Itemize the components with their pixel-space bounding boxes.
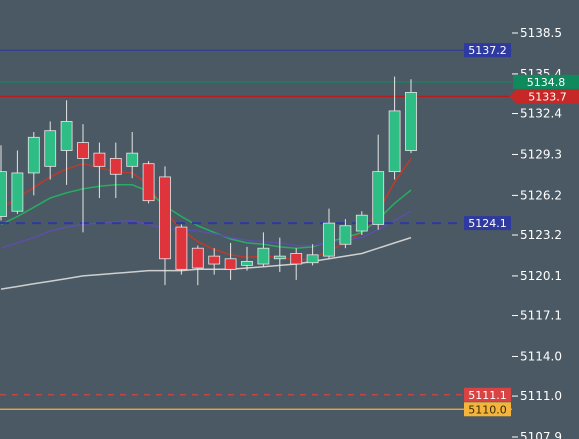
badge-background [464, 43, 511, 58]
candle-body-up [372, 171, 385, 225]
candle-25 [388, 76, 401, 180]
candle-body-up [323, 222, 335, 257]
price-lines [0, 49, 512, 410]
candle-21 [323, 208, 335, 259]
candle-2 [11, 150, 24, 214]
y-tick-label: 5123.2 [520, 228, 562, 242]
price-badge-5137.2: 5137.2 [464, 43, 511, 58]
candle-13 [191, 245, 204, 286]
candle-20 [306, 244, 319, 266]
candle-7 [93, 142, 106, 199]
candle-body-down [142, 163, 155, 202]
badge-label: 5111.1 [468, 389, 507, 402]
candle-body-up [339, 225, 352, 245]
candle-5 [60, 100, 73, 185]
badge-label: 5133.7 [528, 90, 567, 103]
candles [0, 76, 417, 286]
price-axis: 5138.55135.45132.45129.35126.25123.25120… [512, 26, 562, 439]
candle-17 [257, 232, 270, 267]
candle-body-up [44, 130, 57, 167]
candle-11 [159, 166, 171, 286]
y-tick-label: 5114.0 [520, 349, 562, 363]
y-tick-label: 5117.1 [520, 309, 562, 323]
badge-label: 5110.0 [468, 403, 507, 416]
candle-10 [142, 161, 155, 204]
badge-label: 5137.2 [468, 44, 507, 57]
badge-label: 5124.1 [468, 217, 507, 230]
candle-24 [372, 134, 385, 230]
candle-body-down [208, 255, 221, 265]
badge-pointer [509, 89, 516, 104]
price-badge-5111.1: 5111.1 [464, 387, 511, 402]
candle-body-up [60, 121, 73, 151]
candle-body-down [77, 142, 89, 159]
candle-body-down [93, 152, 106, 167]
badge-background [464, 387, 511, 402]
candle-body-up [355, 214, 368, 232]
candle-3 [27, 132, 40, 196]
y-tick-label: 5107.9 [520, 430, 562, 439]
y-tick-label: 5129.3 [520, 147, 562, 161]
price-badge-5124.1: 5124.1 [464, 216, 511, 231]
candle-22 [339, 219, 352, 249]
candle-body-up [27, 136, 40, 174]
candle-body-down [159, 176, 171, 260]
candle-15 [224, 242, 237, 280]
candle-12 [175, 224, 188, 275]
price-badge-5134.8: 5134.8 [513, 74, 579, 89]
candle-26 [405, 79, 417, 154]
candle-19 [290, 248, 303, 280]
candle-9 [126, 132, 139, 179]
candle-4 [44, 121, 57, 180]
badge-background [513, 74, 579, 89]
y-tick-label: 5126.2 [520, 188, 562, 202]
candle-body-up [126, 152, 139, 167]
y-tick-label: 5120.1 [520, 269, 562, 283]
candle-body-up [11, 172, 24, 212]
candle-body-down [224, 258, 237, 270]
candle-body-up [388, 110, 401, 173]
candle-14 [208, 248, 221, 275]
candle-body-up [273, 255, 286, 260]
badge-background [464, 402, 511, 417]
candle-body-down [290, 253, 303, 265]
candle-body-up [0, 171, 7, 217]
price-badge-5133.7: 5133.7 [509, 89, 579, 104]
candle-16 [241, 246, 253, 271]
badge-label: 5134.8 [527, 76, 566, 89]
candle-1 [0, 145, 7, 221]
y-tick-label: 5132.4 [520, 107, 562, 121]
y-tick-label: 5138.5 [520, 26, 562, 40]
candle-8 [109, 142, 122, 199]
candle-18 [273, 237, 286, 272]
candle-6 [77, 124, 89, 233]
moving-averages [0, 157, 412, 290]
candle-body-up [306, 254, 319, 264]
candle-body-down [191, 247, 204, 269]
moving-average-line-4 [0, 236, 412, 290]
candle-body-down [175, 226, 188, 270]
candle-body-up [405, 92, 417, 151]
moving-average-line-1 [0, 157, 412, 261]
candle-body-up [257, 247, 270, 265]
badge-background [464, 216, 511, 231]
y-tick-label: 5111.0 [520, 389, 562, 403]
candle-body-up [241, 261, 253, 266]
badge-background [516, 89, 579, 104]
candle-23 [355, 211, 368, 235]
candle-body-down [109, 158, 122, 175]
price-badge-5110.0: 5110.0 [464, 402, 511, 417]
